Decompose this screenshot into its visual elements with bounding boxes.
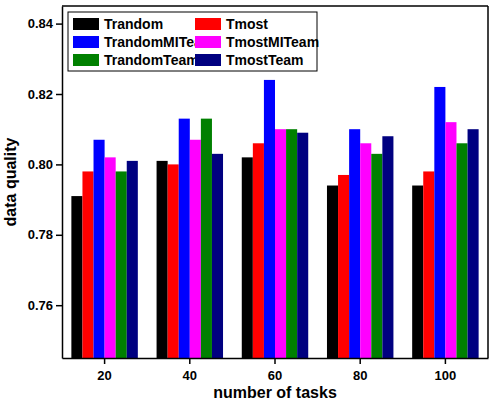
tick: 0.84 — [28, 16, 62, 31]
tick-mark — [274, 358, 276, 364]
tick: 0.76 — [28, 298, 62, 313]
tick-mark — [359, 358, 361, 364]
chart: 0.76 0.78 0.80 0.82 0.84 20 40 60 80 100 Trandom Tm… — [0, 0, 500, 406]
legend-swatch — [73, 18, 99, 30]
tick: 20 — [97, 358, 111, 383]
tick-mark — [56, 164, 62, 166]
plot-area: 0.76 0.78 0.80 0.82 0.84 20 40 60 80 100 Trandom Tm… — [28, 6, 489, 383]
bar — [190, 140, 201, 358]
bar — [423, 171, 434, 358]
bar — [242, 157, 253, 358]
bar — [82, 171, 93, 358]
legend-label: Tmost — [226, 16, 268, 32]
frame — [62, 5, 488, 7]
legend-label: TmostTeam — [226, 52, 304, 68]
tick-label: 100 — [435, 368, 457, 383]
legend-item: Trandom — [73, 16, 163, 32]
x-axis-title: number of tasks — [213, 384, 337, 401]
tick-label: 20 — [97, 368, 111, 383]
bar — [71, 196, 82, 358]
tick: 60 — [268, 358, 282, 383]
bar — [338, 175, 349, 358]
tick-label: 0.82 — [28, 87, 53, 102]
bar — [116, 171, 127, 358]
tick-label: 60 — [268, 368, 282, 383]
tick: 0.78 — [28, 227, 62, 242]
bar — [360, 143, 371, 358]
tick-label: 80 — [353, 368, 367, 383]
legend-item: TrandomTeam — [73, 52, 199, 68]
bar-series — [116, 119, 468, 358]
tick: 100 — [435, 358, 457, 383]
tick-label: 0.78 — [28, 227, 53, 242]
legend-swatch — [195, 18, 221, 30]
tick-label: 0.76 — [28, 298, 53, 313]
tick: 0.82 — [28, 87, 62, 102]
bar — [212, 154, 223, 358]
bar — [157, 161, 168, 358]
legend-item: TrandomMITeam — [73, 34, 214, 50]
legend-swatch — [73, 36, 99, 48]
legend: Trandom Tmost TrandomMITeam TmostMITeam Tran… — [68, 12, 319, 71]
bar — [434, 87, 445, 358]
legend-swatch — [73, 54, 99, 66]
legend-item: Tmost — [195, 16, 268, 32]
bar — [179, 119, 190, 358]
tick: 0.80 — [28, 157, 62, 172]
y-axis-title: data quality — [2, 137, 19, 226]
bar — [445, 122, 456, 358]
bar — [168, 164, 179, 358]
bar — [297, 133, 308, 358]
legend-label: Trandom — [104, 16, 163, 32]
bars — [71, 80, 478, 358]
legend-swatch — [195, 54, 221, 66]
frame — [487, 6, 489, 358]
bar — [253, 143, 264, 358]
legend-item: TmostTeam — [195, 52, 304, 68]
bar — [275, 129, 286, 358]
x-axis: 20 40 60 80 100 — [63, 358, 489, 383]
tick-mark — [104, 358, 106, 364]
legend-swatch — [195, 36, 221, 48]
tick-mark — [445, 358, 447, 364]
tick-mark — [56, 94, 62, 96]
tick-mark — [56, 235, 62, 237]
bar — [105, 157, 116, 358]
tick: 40 — [183, 358, 197, 383]
bar — [349, 129, 360, 358]
bar-series — [82, 143, 434, 358]
bar — [201, 119, 212, 358]
bar — [382, 136, 393, 358]
legend-label: TrandomTeam — [104, 52, 199, 68]
tick-label: 0.80 — [28, 157, 53, 172]
bar — [286, 129, 297, 358]
legend-label: TmostMITeam — [226, 34, 319, 50]
tick-label: 0.84 — [28, 16, 54, 31]
tick: 80 — [353, 358, 367, 383]
bar — [264, 80, 275, 358]
tick-mark — [56, 23, 62, 25]
bar — [127, 161, 138, 358]
bar-series — [127, 129, 479, 358]
bar-series — [105, 122, 457, 358]
bar — [371, 154, 382, 358]
bar — [468, 129, 479, 358]
bar — [327, 186, 338, 358]
y-axis: 0.76 0.78 0.80 0.82 0.84 — [28, 7, 63, 359]
bar — [456, 143, 467, 358]
bar-series — [94, 80, 446, 358]
bar — [94, 140, 105, 358]
tick-mark — [56, 305, 62, 307]
tick-label: 40 — [183, 368, 197, 383]
tick-mark — [189, 358, 191, 364]
legend-item: TmostMITeam — [195, 34, 319, 50]
bar — [412, 186, 423, 358]
